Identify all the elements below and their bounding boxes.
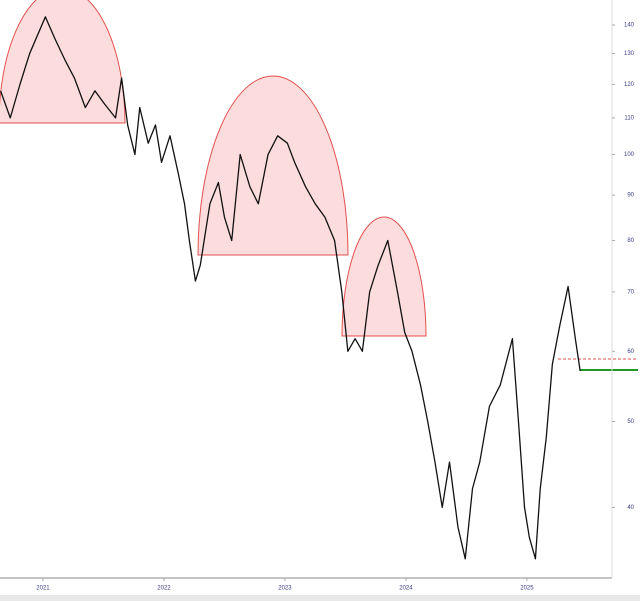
x-tick-label: 2024 (399, 586, 413, 592)
x-tick-label: 2025 (520, 586, 534, 592)
dome-pattern (341, 216, 427, 337)
y-tick-label: 140 (624, 23, 635, 29)
y-tick-label: 40 (627, 505, 634, 511)
y-tick-label: 60 (627, 349, 634, 355)
y-tick-label: 70 (627, 290, 634, 296)
y-tick-label: 100 (624, 152, 635, 158)
x-tick-label: 2023 (278, 586, 292, 592)
x-tick-label: 2022 (157, 586, 171, 592)
y-tick-label: 80 (627, 238, 634, 244)
dome-pattern (197, 75, 349, 256)
y-tick-label: 110 (624, 115, 634, 121)
y-tick-label: 50 (627, 419, 634, 425)
price-line (0, 16, 581, 560)
y-tick-label: 90 (627, 193, 634, 199)
x-tick-label: 2021 (36, 586, 50, 592)
y-tick-label: 130 (624, 51, 635, 57)
footer-bar (0, 595, 640, 601)
y-tick-label: 120 (624, 82, 635, 88)
